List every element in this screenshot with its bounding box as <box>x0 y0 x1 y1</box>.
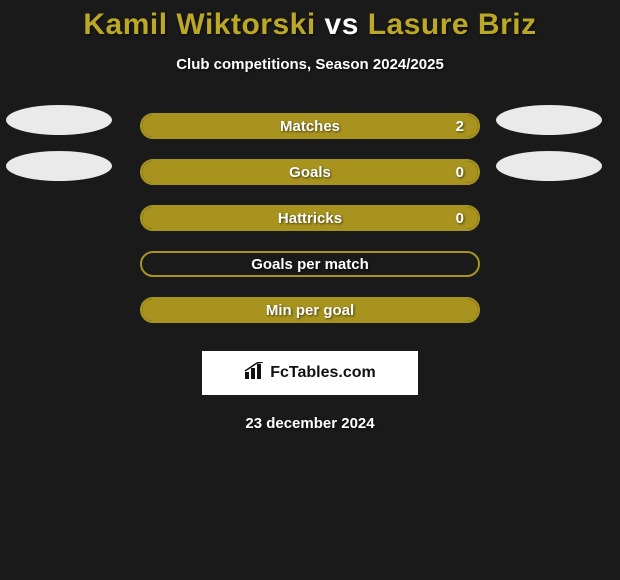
stat-rows: Matches 2 Goals 0 Hattricks 0 Goals per match M… <box>0 103 620 333</box>
stat-row: Hattricks 0 <box>0 195 620 241</box>
right-player-marker <box>496 105 602 135</box>
brand-text: FcTables.com <box>270 364 376 382</box>
stat-label: Matches <box>280 118 340 135</box>
stat-value: 0 <box>456 210 464 227</box>
stat-row: Goals 0 <box>0 149 620 195</box>
stat-row: Matches 2 <box>0 103 620 149</box>
stat-row: Min per goal <box>0 287 620 333</box>
player1-name: Kamil Wiktorski <box>83 8 315 41</box>
subtitle: Club competitions, Season 2024/2025 <box>0 56 620 73</box>
left-player-marker <box>6 151 112 181</box>
stat-row: Goals per match <box>0 241 620 287</box>
right-player-marker <box>496 151 602 181</box>
bar-chart-icon <box>244 362 266 385</box>
date-line: 23 december 2024 <box>0 415 620 432</box>
left-player-marker <box>6 105 112 135</box>
stat-label: Goals per match <box>251 256 369 273</box>
vs-separator: vs <box>316 8 368 41</box>
brand-inner: FcTables.com <box>244 362 376 385</box>
stat-bar: Goals per match <box>140 251 480 277</box>
stat-bar: Goals 0 <box>140 159 480 185</box>
page-title: Kamil Wiktorski vs Lasure Briz <box>0 8 620 42</box>
stat-label: Min per goal <box>266 302 354 319</box>
stat-bar: Hattricks 0 <box>140 205 480 231</box>
stat-label: Goals <box>289 164 331 181</box>
stat-value: 0 <box>456 164 464 181</box>
brand-box: FcTables.com <box>202 351 418 395</box>
stat-bar: Matches 2 <box>140 113 480 139</box>
stat-label: Hattricks <box>278 210 342 227</box>
comparison-infographic: Kamil Wiktorski vs Lasure Briz Club comp… <box>0 0 620 432</box>
stat-value: 2 <box>456 118 464 135</box>
player2-name: Lasure Briz <box>368 8 537 41</box>
stat-bar: Min per goal <box>140 297 480 323</box>
